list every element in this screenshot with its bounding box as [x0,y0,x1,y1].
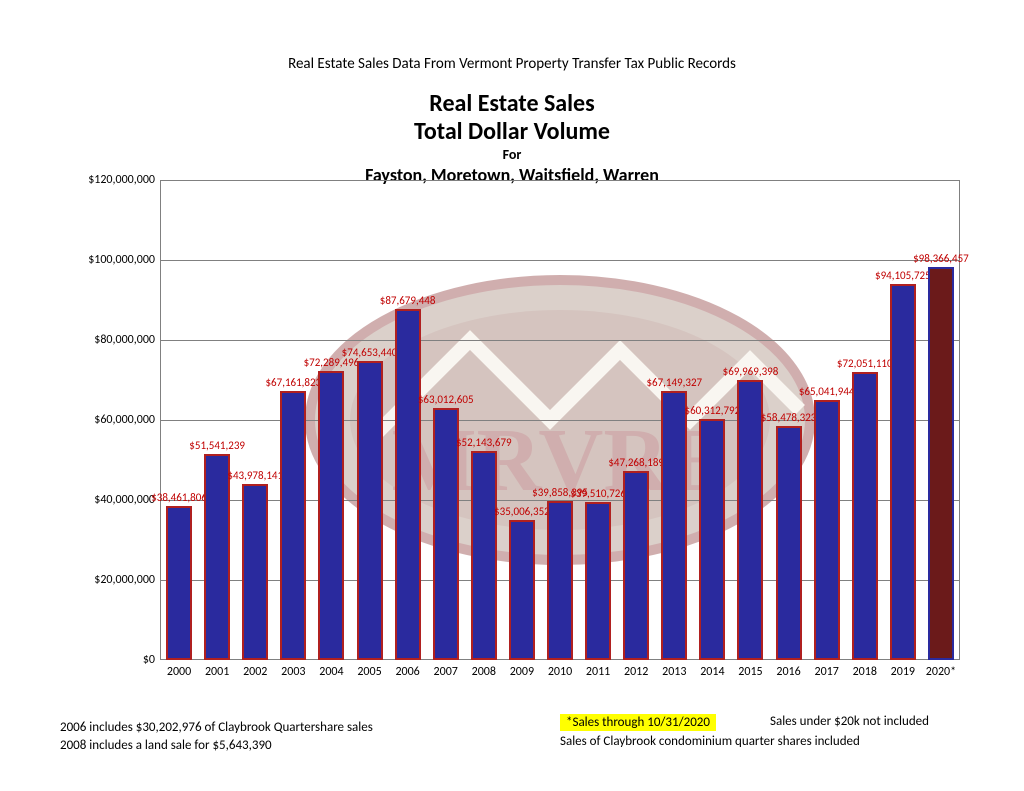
x-tick-label: 2020* [921,665,961,679]
bar [547,501,573,660]
bar-value-label: $98,366,457 [881,252,1001,265]
bar [395,309,421,660]
y-tick-label: $80,000,000 [35,333,155,347]
bar [204,454,230,660]
bar [357,361,383,660]
title-for: For [0,146,1024,164]
bar-2012: $47,268,189 [623,471,649,660]
y-tick-label: $20,000,000 [35,573,155,587]
x-tick-label: 2003 [273,665,313,679]
bar-2003: $67,161,823 [280,391,306,660]
bar-2010: $39,858,395 [547,501,573,660]
x-tick-label: 2007 [426,665,466,679]
bar-value-label: $51,541,239 [157,439,277,452]
gridline [160,180,960,181]
bar-value-label: $63,012,605 [386,393,506,406]
footnote-under20k: Sales under $20k not included [770,714,929,729]
x-tick-label: 2008 [464,665,504,679]
bar-2009: $35,006,352 [509,520,535,660]
bar [585,502,611,660]
gridline [160,340,960,341]
bar [471,451,497,660]
bar [814,400,840,660]
x-tick-label: 2018 [845,665,885,679]
x-tick-label: 2017 [807,665,847,679]
footnote-2008: 2008 includes a land sale for $5,643,390 [60,738,272,753]
chart-title-block: Real Estate Sales Total Dollar Volume Fo… [0,90,1024,186]
bar-2000: $38,461,806 [166,506,192,660]
bar-2005: $74,653,440 [357,361,383,660]
x-tick-label: 2015 [730,665,770,679]
x-tick-label: 2009 [502,665,542,679]
x-tick-label: 2005 [350,665,390,679]
bar-2017: $65,041,944 [814,400,840,660]
x-tick-label: 2000 [159,665,199,679]
bar-2006: $87,679,448 [395,309,421,660]
title-line1: Real Estate Sales [0,90,1024,118]
footnote-claybrook: Sales of Claybrook condominium quarter s… [560,734,860,749]
bar-chart: MRVRE $0$20,000,000$40,000,000$60,000,00… [160,180,960,660]
bar-2011: $39,510,726 [585,502,611,660]
x-tick-label: 2016 [769,665,809,679]
bar [280,391,306,660]
bar-value-label: $69,969,398 [690,365,810,378]
bar-2018: $72,051,110 [852,372,878,660]
x-tick-label: 2019 [883,665,923,679]
footnote-2006: 2006 includes $30,202,976 of Claybrook Q… [60,720,373,735]
bar-2020*: $98,366,457 [928,267,954,660]
bar [318,371,344,660]
bar-value-label: $87,679,448 [348,294,468,307]
y-tick-label: $100,000,000 [35,253,155,267]
y-tick-label: $0 [35,653,155,667]
y-tick-label: $60,000,000 [35,413,155,427]
bar-2001: $51,541,239 [204,454,230,660]
bar [776,426,802,660]
x-tick-label: 2014 [692,665,732,679]
bar-value-label: $67,149,327 [614,376,734,389]
bar-2002: $43,978,141 [242,484,268,660]
bar [661,391,687,660]
title-line2: Total Dollar Volume [0,118,1024,146]
bar [623,471,649,660]
bar [166,506,192,660]
bar-2013: $67,149,327 [661,391,687,660]
bar-2004: $72,289,496 [318,371,344,660]
bar-value-label: $52,143,679 [424,436,544,449]
x-tick-label: 2001 [197,665,237,679]
bar [890,284,916,660]
x-tick-label: 2013 [654,665,694,679]
y-tick-label: $120,000,000 [35,173,155,187]
bar-2014: $60,312,792 [699,419,725,660]
bar [242,484,268,660]
x-tick-label: 2011 [578,665,618,679]
page: Real Estate Sales Data From Vermont Prop… [0,0,1024,791]
footnote-highlight: *Sales through 10/31/2020 [560,714,716,731]
x-tick-label: 2010 [540,665,580,679]
x-tick-label: 2004 [311,665,351,679]
x-tick-label: 2012 [616,665,656,679]
bar [928,267,954,660]
bar [699,419,725,660]
bar-2019: $94,105,725 [890,284,916,660]
gridline [160,260,960,261]
x-tick-label: 2006 [388,665,428,679]
bar-2008: $52,143,679 [471,451,497,660]
bar [852,372,878,660]
bar [509,520,535,660]
x-tick-label: 2002 [235,665,275,679]
source-line: Real Estate Sales Data From Vermont Prop… [0,55,1024,73]
bar-2016: $58,478,323 [776,426,802,660]
